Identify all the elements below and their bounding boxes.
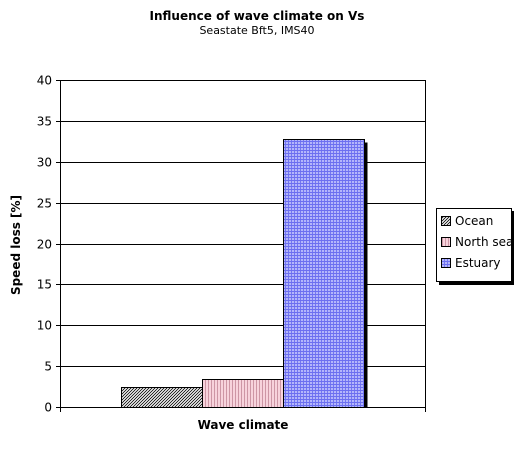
bar-north-sea [202, 379, 284, 408]
legend-swatch-ocean [441, 215, 451, 226]
legend-label-estuary: Estuary [455, 256, 501, 270]
tick-labels: 0 5 10 15 20 25 30 35 40 [37, 74, 52, 415]
axes [56, 80, 426, 412]
y-tick-label: 30 [37, 156, 52, 170]
legend-item-north-sea: North sea [437, 233, 514, 251]
y-tick-label: 25 [37, 197, 52, 211]
y-tick-label: 10 [37, 319, 52, 333]
legend-swatch-north-sea [441, 236, 451, 247]
x-axis-title: Wave climate [197, 418, 289, 432]
legend-item-estuary: Estuary [437, 254, 511, 272]
chart-title: Influence of wave climate on Vs [149, 9, 365, 23]
chart-subtitle: Seastate Bft5, IMS40 [199, 24, 315, 37]
legend-swatch-estuary [441, 257, 451, 268]
y-tick-label: 40 [37, 74, 52, 88]
bar-ocean [121, 387, 203, 408]
y-tick-label: 15 [37, 278, 52, 292]
legend-item-ocean: Ocean [437, 212, 511, 230]
legend: Ocean North sea Estuary [436, 208, 514, 282]
grid-lines [60, 80, 425, 367]
y-tick-label: 35 [37, 115, 52, 129]
legend-label-ocean: Ocean [455, 214, 494, 228]
legend-label-north-sea: North sea [455, 235, 514, 249]
y-tick-label: 20 [37, 238, 52, 252]
bar-estuary [283, 139, 365, 408]
y-axis-title: Speed loss [%] [9, 194, 23, 296]
y-tick-label: 5 [44, 360, 52, 374]
bars [121, 139, 368, 408]
y-tick-label: 0 [44, 401, 52, 415]
